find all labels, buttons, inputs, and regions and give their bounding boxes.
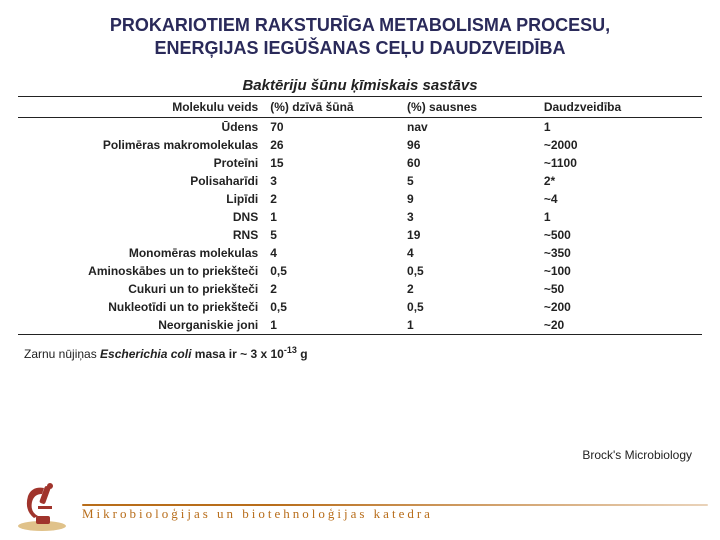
col-header-live: (%) dzīvā šūnā (264, 97, 401, 118)
table-header-row: Molekulu veids (%) dzīvā šūnā (%) sausne… (18, 97, 702, 118)
cell-div: ~50 (538, 280, 702, 298)
cell-live: 4 (264, 244, 401, 262)
cell-name: Aminoskābes un to priekšteči (18, 262, 264, 280)
cell-live: 1 (264, 208, 401, 226)
table-row: RNS519~500 (18, 226, 702, 244)
cell-live: 0,5 (264, 298, 401, 316)
table-row: Ūdens70nav1 (18, 118, 702, 137)
table-title: Baktēriju šūnu ķīmiskais sastāvs (18, 77, 702, 94)
cell-live: 2 (264, 280, 401, 298)
cell-dry: 5 (401, 172, 538, 190)
table-row: Nukleotīdi un to priekšteči0,50,5~200 (18, 298, 702, 316)
microscope-logo-icon (14, 482, 70, 532)
footnote-mid: masa ir ~ 3 x 10 (191, 347, 283, 361)
cell-name: Ūdens (18, 118, 264, 137)
cell-dry: 60 (401, 154, 538, 172)
cell-name: DNS (18, 208, 264, 226)
cell-live: 5 (264, 226, 401, 244)
cell-dry: 9 (401, 190, 538, 208)
cell-name: Proteīni (18, 154, 264, 172)
cell-live: 15 (264, 154, 401, 172)
cell-live: 1 (264, 316, 401, 334)
footnote-prefix: Zarnu nūjiņas (24, 347, 100, 361)
table-row: Lipīdi29~4 (18, 190, 702, 208)
cell-dry: 3 (401, 208, 538, 226)
cell-dry: nav (401, 118, 538, 137)
mass-footnote: Zarnu nūjiņas Escherichia coli masa ir ~… (18, 345, 702, 361)
cell-div: 2* (538, 172, 702, 190)
source-citation: Brock's Microbiology (582, 448, 692, 462)
col-header-dry: (%) sausnes (401, 97, 538, 118)
footnote-suffix: g (297, 347, 308, 361)
table-row: Polisaharīdi352* (18, 172, 702, 190)
col-header-diversity: Daudzveidība (538, 97, 702, 118)
department-name: Mikrobioloģijas un biotehnoloģijas kated… (82, 506, 433, 532)
table-row: Cukuri un to priekšteči22~50 (18, 280, 702, 298)
cell-dry: 1 (401, 316, 538, 334)
composition-table: Molekulu veids (%) dzīvā šūnā (%) sausne… (18, 96, 702, 335)
cell-live: 70 (264, 118, 401, 137)
cell-name: RNS (18, 226, 264, 244)
table-row: Neorganiskie joni11~20 (18, 316, 702, 334)
cell-div: ~20 (538, 316, 702, 334)
cell-dry: 4 (401, 244, 538, 262)
cell-name: Neorganiskie joni (18, 316, 264, 334)
cell-div: ~4 (538, 190, 702, 208)
slide-title: PROKARIOTIEM RAKSTURĪGA METABOLISMA PROC… (18, 14, 702, 59)
cell-live: 3 (264, 172, 401, 190)
cell-name: Polimēras makromolekulas (18, 136, 264, 154)
title-line-2: ENERĢIJAS IEGŪŠANAS CEĻU DAUDZVEIDĪBA (154, 38, 565, 58)
table-row: Proteīni1560~1100 (18, 154, 702, 172)
cell-dry: 2 (401, 280, 538, 298)
footnote-species: Escherichia coli (100, 347, 191, 361)
cell-div: 1 (538, 118, 702, 137)
table-row: Polimēras makromolekulas2696~2000 (18, 136, 702, 154)
cell-div: ~1100 (538, 154, 702, 172)
col-header-name: Molekulu veids (18, 97, 264, 118)
cell-live: 0,5 (264, 262, 401, 280)
table-row: Aminoskābes un to priekšteči0,50,5~100 (18, 262, 702, 280)
title-line-1: PROKARIOTIEM RAKSTURĪGA METABOLISMA PROC… (110, 15, 610, 35)
cell-div: ~350 (538, 244, 702, 262)
slide-footer: Mikrobioloģijas un biotehnoloģijas kated… (0, 482, 720, 532)
cell-name: Polisaharīdi (18, 172, 264, 190)
cell-name: Lipīdi (18, 190, 264, 208)
cell-name: Cukuri un to priekšteči (18, 280, 264, 298)
cell-live: 2 (264, 190, 401, 208)
footnote-exp: -13 (284, 345, 297, 355)
cell-name: Monomēras molekulas (18, 244, 264, 262)
cell-dry: 0,5 (401, 298, 538, 316)
table-row: DNS131 (18, 208, 702, 226)
cell-dry: 0,5 (401, 262, 538, 280)
cell-div: 1 (538, 208, 702, 226)
cell-div: ~200 (538, 298, 702, 316)
cell-div: ~100 (538, 262, 702, 280)
cell-name: Nukleotīdi un to priekšteči (18, 298, 264, 316)
cell-dry: 96 (401, 136, 538, 154)
cell-div: ~500 (538, 226, 702, 244)
cell-dry: 19 (401, 226, 538, 244)
cell-live: 26 (264, 136, 401, 154)
cell-div: ~2000 (538, 136, 702, 154)
table-row: Monomēras molekulas44~350 (18, 244, 702, 262)
